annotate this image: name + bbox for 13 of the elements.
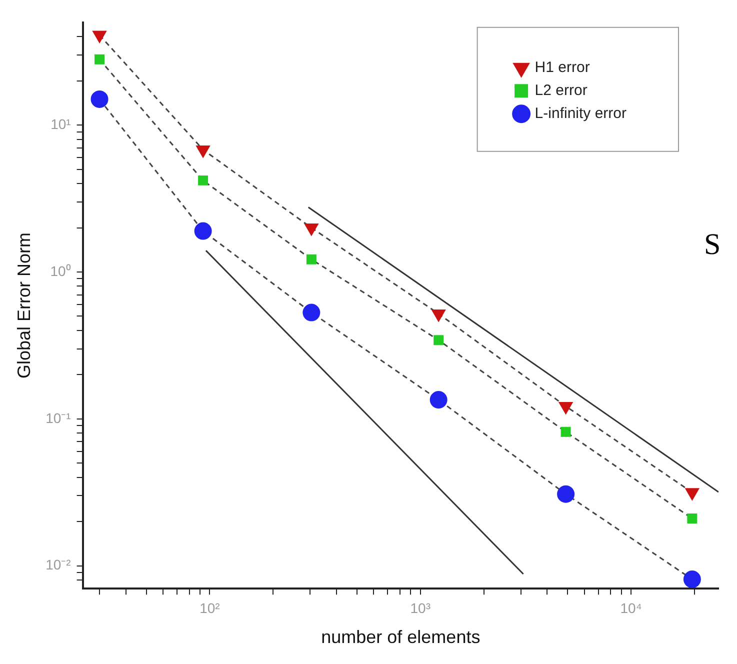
legend-label: L2 error	[534, 82, 588, 100]
y-tick-label: 10⁰	[50, 262, 71, 279]
y-tick-label: 10¹	[50, 116, 72, 132]
y-tick-label: 10⁻²	[46, 556, 72, 573]
x-axis-title: number of elements	[321, 627, 480, 648]
annotation: S	[704, 228, 721, 261]
legend-label: H1 error	[534, 59, 590, 76]
y-tick-label: 10⁻¹	[46, 410, 72, 426]
x-tick-label: 10³	[410, 600, 431, 616]
y-axis-title: Global Error Norm	[14, 232, 34, 379]
x-tick-label: 10²	[200, 600, 220, 616]
legend-label: L-infinity error	[534, 105, 627, 122]
x-tick-label: 10⁴	[620, 600, 642, 616]
